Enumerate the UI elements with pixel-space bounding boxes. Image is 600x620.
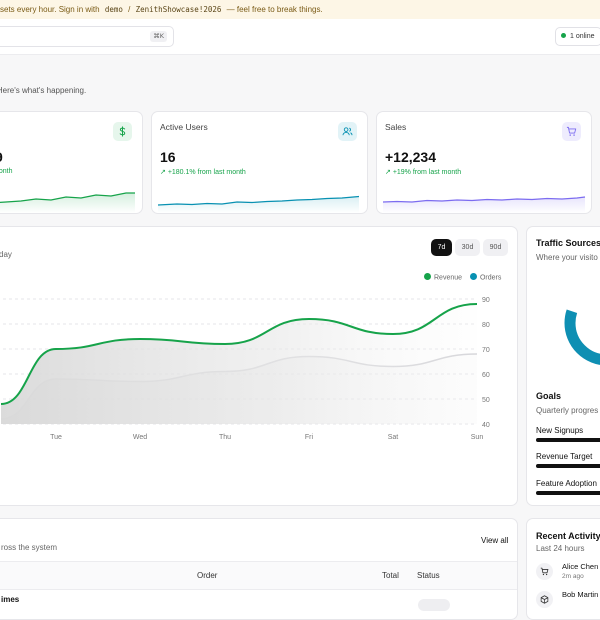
activity-item[interactable]: Bob Martin (536, 589, 600, 613)
page-subtitle: o. Here's what's happening. (0, 86, 87, 95)
column-header-order[interactable]: Order (197, 571, 218, 580)
y-tick-label: 80 (482, 322, 490, 329)
goal-feature-adoption-label: Feature Adoption (536, 479, 597, 488)
banner-username: demo (104, 5, 123, 14)
legend-revenue-label: Revenue (434, 274, 463, 282)
orders-subtitle: ross the system (1, 543, 58, 552)
stat-value: 16 (160, 149, 176, 165)
traffic-sources-title: Traffic Sources (536, 238, 600, 248)
legend-revenue-dot (424, 273, 431, 280)
trend-up-icon: ↗ (160, 169, 168, 176)
sparkline-active-users (157, 195, 360, 213)
activity-user-name: Alice Chen (562, 562, 599, 571)
goal-feature-adoption-bar (536, 491, 600, 495)
sparkline-revenue (0, 192, 135, 213)
chart-subtitle: day (0, 250, 12, 259)
range-7d-button[interactable]: 7d (431, 239, 452, 256)
recent-activity-title: Recent Activity (536, 531, 600, 541)
stat-change-text: +180.1% from last month (167, 169, 246, 176)
activity-item[interactable]: Alice Chen 2m ago (536, 561, 600, 585)
goals-title: Goals (536, 391, 562, 401)
goal-new-signups-label: New Signups (536, 426, 584, 435)
x-tick-label: Fri (305, 434, 314, 441)
cart-icon (536, 563, 553, 580)
stat-card-sales: Sales +12,234 ↗ +19% from last month (376, 111, 592, 214)
stat-card-active-users: Active Users 16 ↗ +180.1% from last mont… (151, 111, 368, 214)
y-tick-label: 50 (482, 397, 490, 404)
stat-change: ↗ +180.1% from last month (160, 168, 246, 176)
demo-banner: sets every hour. Sign in with demo / Zen… (0, 0, 600, 20)
banner-text-after: — feel free to break things. (226, 5, 323, 14)
donut-segment-teal (564, 281, 600, 365)
goal-new-signups-bar (536, 438, 600, 442)
banner-separator: / (128, 5, 131, 14)
banner-text-before: sets every hour. Sign in with (0, 5, 100, 14)
online-dot-icon (561, 32, 566, 38)
x-tick-label: Thu (219, 434, 231, 441)
traffic-goals-card: Traffic Sources Where your visito Goals … (526, 226, 600, 506)
dollar-icon (113, 122, 132, 141)
goal-revenue-target-label: Revenue Target (536, 452, 593, 461)
stat-value: +12,234 (385, 149, 436, 165)
legend-orders-label: Orders (479, 274, 502, 282)
table-row[interactable]: imes (0, 589, 517, 611)
orders-table-card: ross the system View all Order Total Sta… (0, 518, 518, 620)
goals-subtitle: Quarterly progres (536, 406, 599, 415)
trend-up-icon: ↗ (385, 169, 393, 176)
status-badge (418, 599, 450, 611)
table-header-row: Order Total Status (0, 561, 517, 590)
goal-revenue-target-bar (536, 464, 600, 468)
overview-chart-card: day 7d 30d 90d Revenue Orders 40 50 60 70 80… (0, 226, 518, 506)
stat-card-revenue: 9 nonth (0, 111, 143, 214)
traffic-sources-subtitle: Where your visito (536, 253, 598, 262)
y-tick-label: 70 (482, 347, 490, 354)
series-line-revenue (0, 303, 478, 405)
x-tick-label: Tue (50, 434, 62, 441)
stat-change: ↗ +19% from last month (385, 168, 461, 176)
range-30d-button[interactable]: 30d (455, 239, 480, 256)
stat-label: Active Users (160, 122, 208, 132)
recent-activity-subtitle: Last 24 hours (536, 544, 585, 553)
activity-user-name: Bob Martin (562, 590, 599, 599)
y-tick-label: 40 (482, 422, 490, 429)
top-bar: ⌘K 1 online (0, 19, 600, 55)
users-icon (338, 122, 357, 141)
overview-chart: 40 50 60 70 80 90 Tue Wed Thu Fri Sat Sun (0, 297, 490, 441)
traffic-donut-chart (564, 281, 600, 365)
stat-change: nonth (0, 168, 13, 175)
view-all-link[interactable]: View all (481, 536, 509, 545)
x-tick-label: Wed (133, 434, 147, 441)
x-tick-label: Sun (471, 434, 484, 441)
activity-time: 2m ago (562, 573, 584, 580)
legend-orders-dot (469, 273, 477, 280)
y-tick-label: 60 (482, 372, 490, 379)
search-input[interactable]: ⌘K (0, 26, 174, 47)
banner-password: ZenithShowcase!2026 (135, 5, 222, 14)
online-status-text: 1 online (570, 33, 595, 40)
range-90d-button[interactable]: 90d (483, 239, 508, 256)
column-header-total[interactable]: Total (382, 571, 399, 580)
series-area-revenue (1, 304, 477, 424)
column-header-status[interactable]: Status (417, 571, 440, 580)
online-status-badge: 1 online (555, 27, 600, 46)
chart-legend: Revenue Orders (424, 273, 502, 282)
stat-label: Sales (385, 122, 407, 132)
cart-icon (562, 122, 581, 141)
y-tick-label: 90 (482, 297, 490, 304)
search-shortcut-badge: ⌘K (150, 31, 167, 42)
recent-activity-card: Recent Activity Last 24 hours Alice Chen… (526, 518, 600, 620)
stat-change-text: +19% from last month (392, 169, 462, 176)
sparkline-sales (382, 196, 586, 213)
x-tick-label: Sat (388, 434, 399, 441)
stat-value: 9 (0, 149, 3, 165)
